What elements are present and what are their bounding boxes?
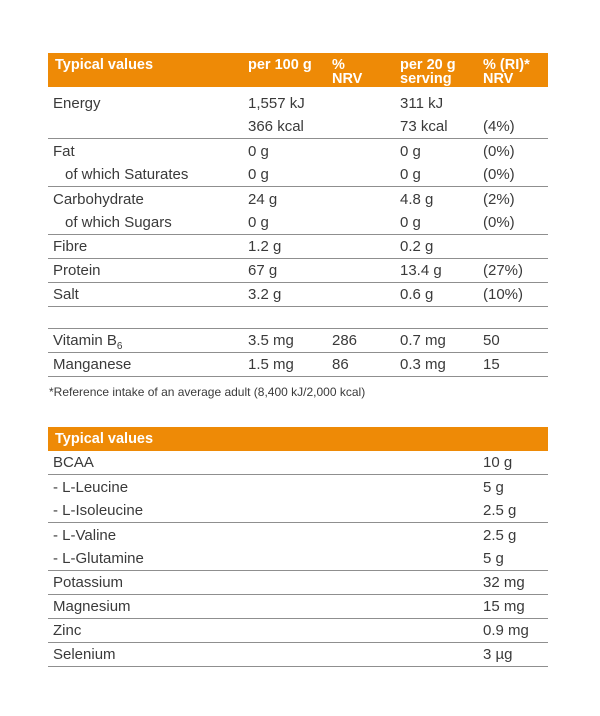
cell-value: 10 g (483, 454, 513, 471)
cell-value: 3 µg (483, 646, 513, 663)
vitamin-b6-label: Vitamin B (53, 332, 117, 349)
cell-ri-nrv: (2%) (483, 190, 515, 208)
cell-value: 0.9 mg (483, 622, 529, 639)
cell-ri-nrv: (0%) (483, 142, 515, 160)
cell-ri-nrv: (27%) (483, 262, 524, 279)
cell-per-20g: 0.7 mg (400, 332, 446, 349)
table-row-energy-kcal: 366 kcal 73 kcal (4%) (48, 115, 548, 139)
cell-label: BCAA (53, 454, 94, 471)
table-row-magnesium: Magnesium 15 mg (48, 595, 548, 619)
header-per-20g: per 20 g serving (400, 57, 456, 87)
cell-label: Energy (53, 94, 101, 112)
cell-label: Zinc (53, 622, 82, 639)
cell-per-100g: 1.2 g (248, 238, 282, 255)
table-row-salt: Salt 3.2 g 0.6 g (10%) (48, 283, 548, 307)
cell-per-100g: 0 g (248, 142, 269, 160)
header-nrv: % NRV (332, 57, 363, 87)
cell-per-100g: 3.5 mg (248, 332, 294, 349)
cell-per-100g: 0 g (248, 214, 269, 231)
cell-ri-nrv: (10%) (483, 286, 524, 303)
table-row-l-isoleucine: - L-Isoleucine 2.5 g (48, 499, 548, 523)
amino-table-header: Typical values (48, 427, 548, 451)
cell-ri-nrv: (0%) (483, 166, 515, 183)
table-row-fat: Fat 0 g 0 g (0%) (48, 139, 548, 163)
header-typical-values: Typical values (55, 57, 154, 73)
cell-per-20g: 0.6 g (400, 286, 434, 303)
table-row-l-valine: - L-Valine 2.5 g (48, 523, 548, 547)
cell-label: Potassium (53, 574, 124, 591)
cell-ri-nrv: (4%) (483, 118, 515, 135)
cell-per-20g: 13.4 g (400, 262, 442, 279)
nutrition-table-header: Typical values per 100 g % NRV per 20 g … (48, 53, 548, 87)
cell-per-100g: 1,557 kJ (248, 94, 305, 112)
table-row-sugars: of which Sugars 0 g 0 g (0%) (48, 211, 548, 235)
table-row-saturates: of which Saturates 0 g 0 g (0%) (48, 163, 548, 187)
cell-label: Protein (53, 262, 101, 279)
cell-per-20g: 0 g (400, 142, 421, 160)
header-per-100g: per 100 g (248, 57, 312, 73)
cell-label: Magnesium (53, 598, 131, 615)
cell-label: Fat (53, 142, 75, 160)
table-row-protein: Protein 67 g 13.4 g (27%) (48, 259, 548, 283)
cell-value: 32 mg (483, 574, 525, 591)
table-row-energy-kj: Energy 1,557 kJ 311 kJ (48, 91, 548, 115)
cell-label: - L-Isoleucine (53, 502, 144, 519)
cell-per-100g: 3.2 g (248, 286, 282, 303)
amino-table: Typical values BCAA 10 g - L-Leucine 5 g… (48, 427, 548, 667)
cell-per-20g: 0.3 mg (400, 356, 446, 373)
cell-label: Manganese (53, 356, 132, 373)
header-ri-nrv: % (RI)* NRV (483, 57, 530, 87)
table-row-zinc: Zinc 0.9 mg (48, 619, 548, 643)
nutrition-label: Typical values per 100 g % NRV per 20 g … (48, 53, 548, 667)
cell-per-100g: 24 g (248, 190, 278, 208)
table-row-bcaa: BCAA 10 g (48, 451, 548, 475)
table-row-vitamin-b6: Vitamin B6 3.5 mg 286 0.7 mg 50 (48, 329, 548, 353)
amino-table-body: BCAA 10 g - L-Leucine 5 g - L-Isoleucine… (48, 451, 548, 667)
cell-ri-nrv: 15 (483, 356, 500, 373)
table-row-l-leucine: - L-Leucine 5 g (48, 475, 548, 499)
cell-label: - L-Leucine (53, 478, 129, 496)
table-row-manganese: Manganese 1.5 mg 86 0.3 mg 15 (48, 353, 548, 377)
cell-per-100g: 67 g (248, 262, 278, 279)
cell-label: Salt (53, 286, 79, 303)
cell-value: 2.5 g (483, 502, 517, 519)
table-row-l-glutamine: - L-Glutamine 5 g (48, 547, 548, 571)
nutrition-table: Typical values per 100 g % NRV per 20 g … (48, 53, 548, 399)
cell-value: 2.5 g (483, 526, 517, 544)
cell-label: Carbohydrate (53, 190, 144, 208)
cell-value: 15 mg (483, 598, 525, 615)
cell-per-20g: 0 g (400, 214, 421, 231)
cell-per-20g: 4.8 g (400, 190, 434, 208)
cell-nrv: 86 (332, 356, 349, 373)
nutrition-table-body: Energy 1,557 kJ 311 kJ 366 kcal 73 kcal … (48, 87, 548, 377)
cell-label: of which Sugars (65, 214, 172, 231)
table-row-carbohydrate: Carbohydrate 24 g 4.8 g (2%) (48, 187, 548, 211)
cell-per-20g: 0.2 g (400, 238, 434, 255)
table-row-selenium: Selenium 3 µg (48, 643, 548, 667)
cell-ri-nrv: 50 (483, 332, 500, 349)
cell-label: Fibre (53, 238, 88, 255)
cell-label: - L-Valine (53, 526, 117, 544)
cell-label: Vitamin B6 (48, 332, 248, 352)
table-section-gap (48, 307, 548, 329)
cell-label: of which Saturates (65, 166, 189, 183)
table-row-fibre: Fibre 1.2 g 0.2 g (48, 235, 548, 259)
cell-label: Selenium (53, 646, 116, 663)
cell-nrv: 286 (332, 332, 358, 349)
cell-value: 5 g (483, 478, 504, 496)
cell-per-100g: 1.5 mg (248, 356, 294, 373)
cell-per-20g: 0 g (400, 166, 421, 183)
cell-per-100g: 0 g (248, 166, 269, 183)
cell-label: - L-Glutamine (53, 550, 144, 567)
cell-per-20g: 311 kJ (400, 94, 444, 112)
vitamin-b6-subscript: 6 (116, 341, 123, 352)
cell-ri-nrv: (0%) (483, 214, 515, 231)
table-row-potassium: Potassium 32 mg (48, 571, 548, 595)
cell-per-20g: 73 kcal (400, 118, 448, 135)
cell-value: 5 g (483, 550, 504, 567)
reference-intake-footnote: *Reference intake of an average adult (8… (49, 385, 366, 399)
cell-per-100g: 366 kcal (248, 118, 304, 135)
